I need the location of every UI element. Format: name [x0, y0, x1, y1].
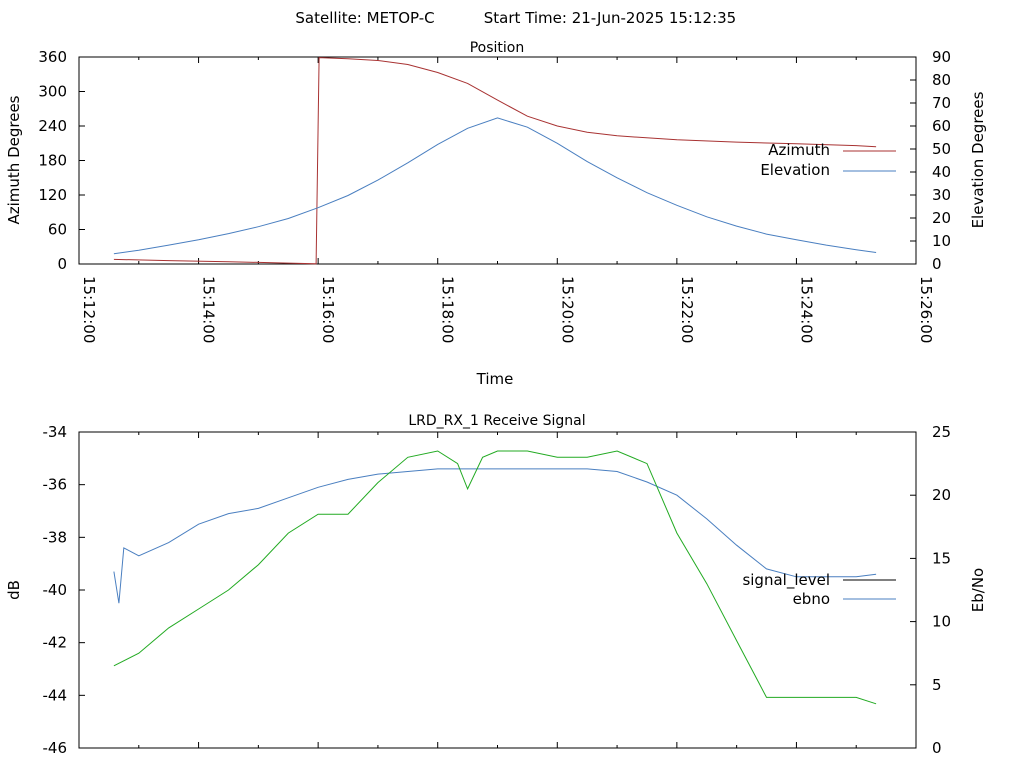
y2-tick-label: 0	[932, 255, 942, 273]
y-tick-label: 60	[48, 221, 67, 239]
azimuth-axis-label: Azimuth Degrees	[5, 95, 23, 224]
series-line-ebno	[113, 450, 877, 705]
y2-tick-label: 30	[932, 186, 951, 204]
y-tick-label: 120	[38, 186, 67, 204]
satellite-name: Satellite: METOP-C	[295, 9, 434, 27]
y-tick-label: -38	[43, 528, 68, 546]
y2-tick-label: 40	[932, 163, 951, 181]
y2-tick-label: 10	[932, 613, 951, 631]
position-x-axis-label: Time	[476, 370, 514, 388]
y2-tick-label: 25	[932, 423, 951, 441]
y-tick-label: -40	[43, 581, 68, 599]
y2-tick-label: 15	[932, 549, 951, 567]
x-tick-label: 15:24:00	[797, 276, 815, 343]
series-line-elevation	[113, 117, 877, 255]
y-tick-label: -42	[43, 634, 68, 652]
y-tick-label: -44	[43, 686, 68, 704]
receive-signal-chart: LRD_RX_1 Receive Signal -46 -44 -42 -40 -38 -…	[5, 413, 987, 757]
y2-tick-label: 20	[932, 209, 951, 227]
y2-tick-label: 70	[932, 94, 951, 112]
elevation-axis-label: Elevation Degrees	[969, 91, 987, 228]
y2-tick-label: 10	[932, 232, 951, 250]
y2-tick-label: 5	[932, 676, 942, 694]
signal-legend: signal_level ebno	[742, 571, 896, 608]
db-axis-label: dB	[5, 580, 23, 600]
y-tick-label: -34	[43, 423, 68, 441]
y-tick-label: -46	[43, 739, 68, 757]
legend-signal-level-label: signal_level	[742, 571, 830, 590]
position-chart: Position 15:12:00 15:14:00 15:16:00 15:18:0…	[5, 40, 987, 388]
y2-tick-label: 50	[932, 140, 951, 158]
y2-tick-label: 90	[932, 48, 951, 66]
legend-elevation-label: Elevation	[760, 161, 830, 179]
y2-tick-label: 20	[932, 486, 951, 504]
x-tick-label: 15:18:00	[439, 276, 457, 343]
position-chart-title: Position	[470, 40, 525, 56]
legend-ebno-label: ebno	[793, 590, 830, 608]
signal-chart-title: LRD_RX_1 Receive Signal	[408, 413, 585, 429]
signal-plot-frame	[78, 431, 917, 749]
x-tick-label: 15:20:00	[558, 276, 576, 343]
x-tick-label: 15:14:00	[200, 276, 218, 343]
y2-tick-label: 60	[932, 117, 951, 135]
y-tick-label: 360	[38, 48, 67, 66]
legend-azimuth-label: Azimuth	[768, 141, 830, 159]
ebno-axis-label: Eb/No	[969, 568, 987, 612]
x-tick-label: 15:26:00	[917, 276, 935, 343]
x-tick-label: 15:12:00	[80, 276, 98, 343]
y2-tick-label: 0	[932, 739, 942, 757]
y2-tick-label: 80	[932, 71, 951, 89]
position-legend: Azimuth Elevation	[760, 141, 896, 179]
y-tick-label: 240	[38, 117, 67, 135]
y-tick-label: 300	[38, 83, 67, 101]
x-tick-label: 15:22:00	[678, 276, 696, 343]
start-time: Start Time: 21-Jun-2025 15:12:35	[484, 9, 736, 27]
y-tick-label: 180	[38, 152, 67, 170]
y-tick-label: -36	[43, 476, 68, 494]
series-line-signal-level	[113, 468, 877, 604]
x-tick-label: 15:16:00	[319, 276, 337, 343]
series-line-azimuth	[113, 57, 877, 265]
y-tick-label: 0	[57, 255, 67, 273]
